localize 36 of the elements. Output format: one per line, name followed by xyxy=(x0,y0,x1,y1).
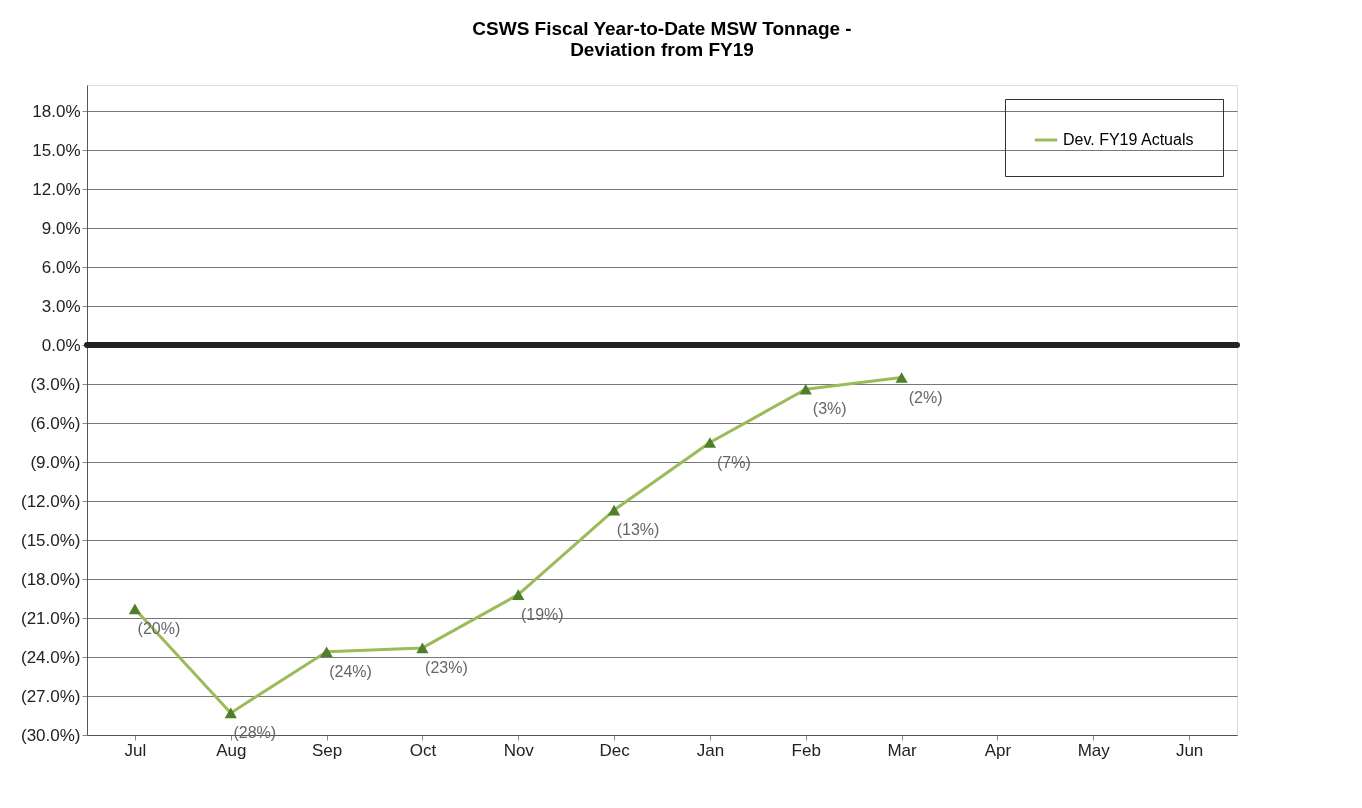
y-tick-label: (12.0%) xyxy=(20,491,81,511)
data-label: (3%) xyxy=(812,400,847,418)
y-tick-label: 3.0% xyxy=(41,296,81,316)
y-tick-label: (21.0%) xyxy=(20,608,81,628)
y-tick-label: (3.0%) xyxy=(30,374,81,394)
x-tick-label: Dec xyxy=(599,740,631,760)
y-tick-label: (30.0%) xyxy=(20,725,81,745)
x-tick-label: Nov xyxy=(503,740,535,760)
y-tick-label: 15.0% xyxy=(32,140,81,160)
y-tick-label: (15.0%) xyxy=(20,530,81,550)
y-tick-label: 9.0% xyxy=(41,218,81,238)
x-tick-label: May xyxy=(1077,740,1111,760)
y-tick-label: (9.0%) xyxy=(30,452,81,472)
data-label: (24%) xyxy=(329,662,372,680)
x-tick-label: Sep xyxy=(311,740,343,760)
x-tick-label: Mar xyxy=(887,740,918,760)
y-tick-label: (24.0%) xyxy=(20,647,81,667)
data-label: (2%) xyxy=(908,388,943,406)
y-tick-label: (18.0%) xyxy=(20,569,81,589)
y-tick-label: 18.0% xyxy=(32,101,81,121)
y-tick-label: 12.0% xyxy=(32,179,81,199)
legend-label: Dev. FY19 Actuals xyxy=(1063,131,1194,148)
x-tick-label: Jun xyxy=(1175,740,1204,760)
y-tick-label: 0.0% xyxy=(41,335,81,355)
chart-title: CSWS Fiscal Year-to-Date MSW Tonnage - Deviation from FY19 xyxy=(472,18,852,60)
y-tick-label: (27.0%) xyxy=(20,686,81,706)
x-tick-label: Jan xyxy=(696,740,725,760)
data-label: (13%) xyxy=(616,521,660,539)
y-tick-label: 6.0% xyxy=(41,257,81,277)
x-tick-label: Feb xyxy=(791,740,821,760)
y-tick-label: (6.0%) xyxy=(30,413,81,433)
x-tick-label: Jul xyxy=(124,740,147,760)
data-label: (23%) xyxy=(425,658,468,676)
x-tick-label: Oct xyxy=(409,740,437,760)
x-tick-label: Aug xyxy=(216,740,247,760)
x-tick-label: Apr xyxy=(984,740,1012,760)
